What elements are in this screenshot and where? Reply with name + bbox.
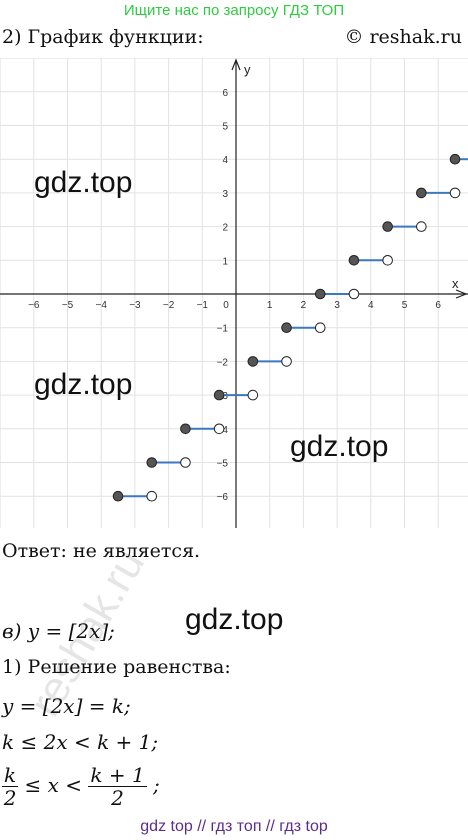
y-tick-label: −2	[217, 357, 229, 368]
y-tick-label: 1	[222, 256, 228, 267]
x-tick-label: −1	[197, 300, 209, 311]
open-point	[213, 423, 225, 435]
y-tick-label: −5	[217, 459, 229, 470]
x-tick-label: 4	[368, 300, 374, 311]
closed-point	[247, 356, 259, 367]
x-axis-label: x	[452, 276, 459, 291]
y-tick-label: 6	[222, 88, 228, 99]
open-point	[314, 322, 326, 334]
watermark-2: gdz.top	[34, 368, 133, 401]
x-axis-arrow	[455, 289, 468, 299]
fraction-left: k 2	[2, 763, 19, 810]
footer-links[interactable]: gdz top // гдз топ // гдз top	[140, 818, 328, 835]
x-tick-label: 1	[267, 300, 273, 311]
task-heading: 2) График функции:	[2, 26, 204, 48]
y-axis-label: y	[244, 62, 251, 77]
answer-text: Ответ: не является.	[2, 540, 201, 562]
open-point	[382, 255, 393, 266]
fraction-inequality: k 2 ≤ x < k + 1 2 ;	[2, 764, 160, 809]
closed-point	[281, 322, 292, 334]
y-tick-label: −6	[217, 492, 229, 503]
open-point	[281, 356, 292, 367]
y-tick-label: −1	[217, 324, 229, 335]
fraction-middle: ≤ x <	[24, 773, 82, 797]
closed-point	[314, 288, 326, 300]
fraction-right: k + 1 2	[88, 763, 147, 810]
copyright-label: © reshak.ru	[344, 26, 462, 48]
closed-point	[382, 221, 393, 232]
y-tick-label: 4	[222, 155, 228, 166]
open-point	[449, 187, 461, 199]
fraction-end: ;	[153, 773, 160, 797]
y-tick-label: 3	[222, 189, 228, 200]
x-tick-label: 3	[334, 300, 340, 311]
closed-point	[416, 187, 427, 199]
closed-point	[449, 153, 461, 165]
x-tick-label: −3	[129, 300, 141, 311]
open-point	[348, 288, 360, 300]
watermark-1: gdz.top	[34, 166, 133, 199]
open-point	[146, 490, 158, 502]
y-tick-label: 2	[222, 223, 228, 234]
x-tick-label: −5	[62, 300, 74, 311]
x-tick-label: 6	[435, 300, 441, 311]
closed-point	[180, 423, 191, 435]
fraction-right-numerator: k + 1	[88, 763, 147, 787]
watermark-4: gdz.top	[185, 603, 284, 636]
x-tick-label: 2	[301, 300, 307, 311]
part-v-formula: в) y = [2x];	[2, 619, 115, 643]
fraction-right-denominator: 2	[111, 786, 124, 810]
solution-heading: 1) Решение равенства:	[2, 656, 231, 678]
x-tick-label: 5	[402, 300, 408, 311]
open-point	[247, 389, 259, 401]
fraction-left-denominator: 2	[3, 786, 17, 810]
equation-2: k ≤ 2x < k + 1;	[2, 730, 159, 754]
watermark-3: gdz.top	[290, 430, 389, 463]
y-tick-label: 5	[222, 122, 228, 133]
x-tick-label: −2	[163, 300, 175, 311]
closed-point	[112, 490, 124, 502]
equation-1: y = [2x] = k;	[2, 694, 131, 718]
open-point	[180, 457, 191, 468]
x-tick-label: 0	[223, 300, 229, 311]
y-axis-arrow	[231, 58, 241, 71]
closed-point	[146, 457, 158, 468]
open-point	[416, 221, 427, 232]
x-tick-label: −4	[95, 300, 107, 311]
search-banner[interactable]: Ищите нас по запросу ГДЗ ТОП	[123, 2, 345, 19]
x-tick-label: −6	[28, 300, 40, 311]
closed-point	[213, 389, 225, 401]
fraction-left-numerator: k	[2, 763, 19, 787]
closed-point	[348, 255, 360, 266]
